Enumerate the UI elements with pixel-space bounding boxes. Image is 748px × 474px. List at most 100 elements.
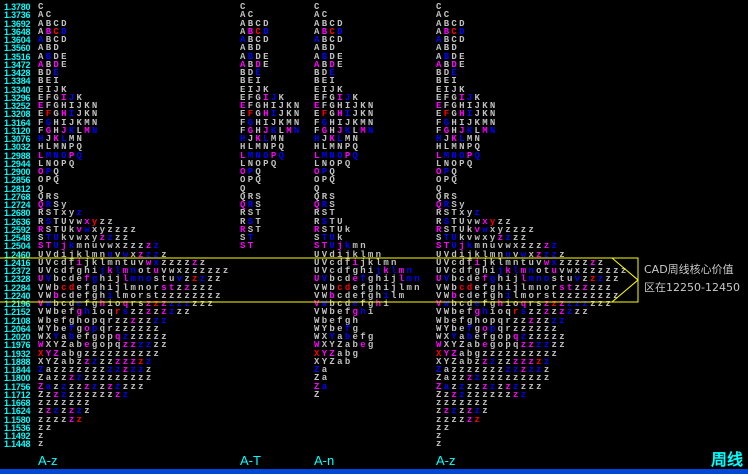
tpo-row: STUk — [314, 233, 345, 243]
tpo-letter: e — [76, 332, 85, 342]
tpo-letter: D — [321, 68, 330, 78]
tpo-letter: N — [367, 125, 376, 136]
tpo-letter: z — [53, 365, 62, 375]
tpo-row: Zzzzzzzzzzzz — [436, 389, 528, 400]
tpo-letter: z — [184, 257, 193, 268]
tpo-letter: U — [451, 241, 460, 252]
tpo-letter: G — [255, 92, 264, 103]
tpo-letter: s — [551, 274, 560, 285]
tpo-letter: R — [321, 191, 330, 202]
tpo-letter: z — [184, 266, 193, 276]
tpo-letter: y — [489, 233, 498, 243]
tpo-letter: P — [270, 150, 279, 161]
tpo-letter: c — [337, 282, 345, 293]
tpo-row: z — [38, 439, 46, 450]
tpo-letter: E — [329, 68, 338, 78]
tpo-letter: A — [240, 26, 248, 37]
tpo-letter: b — [451, 274, 460, 285]
tpo-letter: z — [528, 381, 537, 392]
tpo-letter: E — [337, 59, 345, 70]
tpo-letter: z — [543, 365, 552, 375]
tpo-letter: K — [344, 125, 353, 136]
tpo-letter: z — [528, 332, 537, 342]
tpo-letter: S — [255, 200, 264, 210]
tpo-letter: M — [53, 142, 62, 153]
tpo-letter: z — [145, 307, 154, 318]
tpo-letter: z — [497, 365, 506, 375]
tpo-row: Za — [314, 366, 329, 375]
tpo-letter: g — [76, 348, 85, 359]
tpo-letter: V — [436, 282, 444, 293]
tpo-letter: g — [489, 290, 498, 301]
tpo-letter: z — [115, 356, 123, 367]
tpo-letter: k — [337, 233, 345, 243]
tpo-row: ABCD — [38, 27, 69, 36]
tpo-letter: z — [99, 348, 108, 359]
tpo-letter: f — [482, 274, 490, 285]
tpo-letter: F — [314, 117, 322, 128]
price-level-label: 1.3384 — [4, 76, 31, 87]
tpo-row: Zazzzzzzzzzzzzz — [436, 374, 552, 383]
tpo-letter: I — [255, 76, 264, 87]
tpo-letter: m — [528, 274, 537, 285]
tpo-letter: g — [489, 340, 498, 351]
tpo-letter: z — [176, 257, 185, 268]
tpo-letter: J — [352, 109, 361, 120]
tpo-row: VWbefghi — [314, 308, 376, 317]
tpo-letter: A — [314, 26, 322, 37]
tpo-letter: z — [153, 340, 162, 351]
tpo-letter: b — [466, 356, 475, 367]
tpo-letter: u — [505, 249, 514, 260]
tpo-row: ST — [240, 242, 255, 251]
tpo-row: QRS — [38, 191, 62, 202]
tpo-letter: z — [138, 315, 146, 326]
tpo-letter: L — [337, 134, 345, 144]
tpo-letter: z — [68, 365, 77, 375]
tpo-letter: z — [559, 332, 567, 342]
tpo-letter: z — [505, 224, 514, 235]
tpo-letter: z — [207, 290, 216, 301]
tpo-letter: z — [520, 233, 529, 243]
tpo-row: VWbcdefghijlmnorstzzzzz — [436, 282, 613, 293]
tpo-letter: W — [38, 315, 46, 326]
tpo-letter: z — [559, 307, 567, 318]
tpo-letter: g — [76, 323, 85, 334]
tpo-letter: z — [436, 439, 444, 450]
tpo-letter: Q — [38, 200, 46, 210]
tpo-row: LNOPQ — [314, 159, 353, 168]
tpo-row: Q — [38, 184, 46, 193]
tpo-letter: z — [145, 323, 154, 334]
tpo-letter: z — [543, 348, 552, 359]
tpo-letter: z — [451, 398, 460, 408]
tpo-letter: D — [451, 59, 460, 70]
tpo-letter: G — [321, 125, 330, 136]
tpo-letter: S — [45, 216, 54, 227]
tpo-letter: z — [38, 439, 46, 450]
tpo-letter: B — [443, 59, 452, 70]
tpo-letter: S — [53, 191, 62, 202]
tpo-letter: M — [360, 125, 368, 136]
tpo-letter: j — [344, 249, 353, 260]
tpo-letter: z — [130, 241, 139, 252]
tpo-letter: M — [255, 142, 264, 153]
tpo-letter: N — [293, 117, 302, 128]
tpo-letter: V — [443, 274, 452, 285]
tpo-row: C — [240, 3, 248, 12]
tpo-letter: z — [582, 307, 591, 318]
tpo-letter: h — [497, 299, 506, 309]
tpo-letter: z — [574, 307, 583, 318]
tpo-letter: z — [115, 389, 123, 400]
tpo-letter: N — [247, 158, 256, 169]
tpo-letter: J — [263, 125, 271, 136]
tpo-letter: M — [344, 134, 353, 144]
tpo-letter: g — [367, 290, 376, 301]
tpo-letter: e — [76, 274, 85, 285]
tpo-letter: z — [115, 365, 123, 375]
tpo-letter: z — [61, 365, 69, 375]
tpo-letter: z — [61, 381, 69, 392]
tpo-letter: d — [68, 274, 77, 285]
tpo-letter: Z — [436, 389, 444, 400]
tpo-letter: z — [482, 365, 490, 375]
tpo-row: EFGHIJKN — [314, 102, 376, 111]
tpo-letter: F — [443, 109, 452, 120]
